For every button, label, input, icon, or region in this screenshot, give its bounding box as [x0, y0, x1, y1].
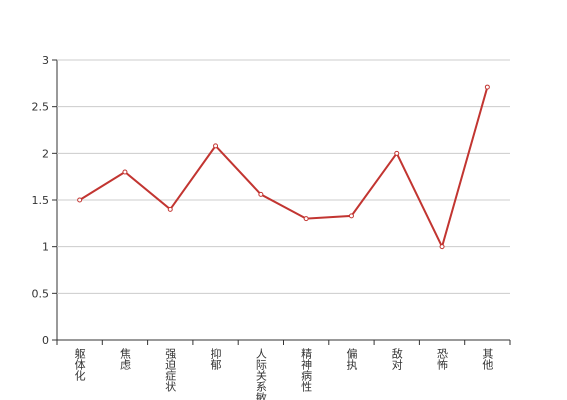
point — [484, 84, 490, 90]
x-tick-label: 敌对 — [390, 347, 403, 370]
y-tick-label: 0 — [42, 334, 49, 347]
point — [77, 197, 83, 203]
point — [213, 143, 219, 149]
line — [79, 86, 489, 250]
y-tick-label: 3 — [42, 54, 49, 67]
x-tick-label: 焦虑 — [118, 348, 131, 370]
point — [439, 244, 445, 250]
point — [394, 150, 400, 156]
x-tick-label: 其他 — [481, 348, 494, 370]
x-tick-label: 人际关系敏感 — [254, 348, 267, 400]
point — [122, 169, 128, 175]
point — [303, 216, 309, 222]
y-tick-label: 2 — [42, 147, 49, 160]
x-tick-label: 偏执 — [345, 347, 358, 371]
x-tick-label: 强迫症状 — [164, 348, 177, 392]
y-tick-label: 2.5 — [32, 101, 50, 114]
point — [348, 213, 354, 219]
x-tick-label: 躯体化 — [73, 348, 86, 382]
point — [258, 191, 264, 197]
y-tick-label: 1.5 — [32, 194, 50, 207]
x-tick-label: 精神病性 — [300, 348, 313, 393]
x-tick-label: 恐怖 — [436, 348, 449, 370]
point — [167, 206, 173, 212]
y-tick-label: 0.5 — [32, 287, 50, 300]
x-tick-label: 抑郁 — [209, 347, 222, 370]
y-tick-label: 1 — [42, 241, 49, 254]
